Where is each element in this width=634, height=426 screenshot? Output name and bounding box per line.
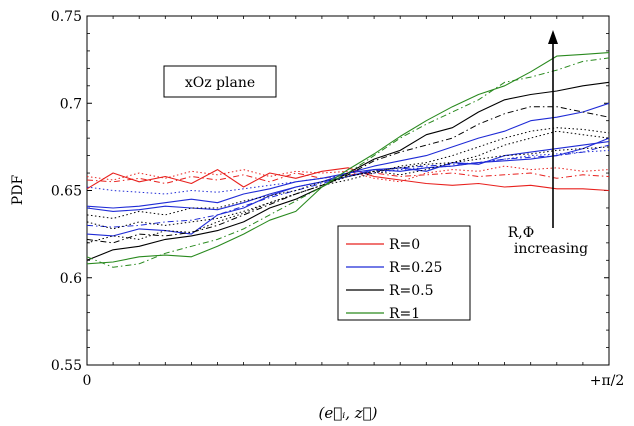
arrow-label-line1: R,Φ: [508, 225, 534, 241]
series-lines: [86, 52, 610, 268]
series-line-13: [86, 52, 610, 265]
y-tick-label: 0.6: [60, 271, 82, 287]
series-line-9: [86, 106, 610, 244]
x-axis-label: (e⃗ᵢ, z⃗): [318, 404, 377, 422]
y-axis-label: PDF: [10, 175, 26, 206]
y-tick-label: 0.55: [51, 358, 82, 374]
series-line-11: [86, 127, 610, 244]
legend-label: R=1: [389, 306, 420, 322]
series-line-6: [86, 144, 610, 228]
y-tick-label: 0.7: [60, 96, 82, 112]
series-line-0: [86, 167, 610, 192]
series-line-4: [86, 141, 610, 237]
legend-entries: R=0 R=0.25 R=0.5 R=1: [346, 237, 442, 322]
series-line-5: [86, 137, 610, 212]
series-line-8: [86, 81, 610, 261]
y-tick-label: 0.75: [51, 9, 82, 25]
series-line-12: [86, 146, 610, 219]
legend-label: R=0.25: [389, 260, 442, 276]
x-axis-ticks: 0 +π/2: [83, 16, 625, 389]
series-line-3: [86, 102, 610, 209]
series-line-10: [86, 130, 610, 230]
x-tick-label: +π/2: [590, 373, 625, 389]
series-line-14: [86, 57, 610, 268]
x-tick-label: 0: [83, 373, 92, 389]
plane-label-frame: [163, 65, 277, 98]
legend-frame: [337, 225, 471, 321]
arrow-label-line2: increasing: [514, 241, 588, 257]
legend-label: R=0.5: [389, 283, 434, 299]
y-tick-label: 0.65: [51, 184, 82, 200]
plane-label: xOz plane: [185, 75, 255, 91]
y-axis-ticks: 0.55 0.6 0.65 0.7 0.75: [51, 9, 609, 374]
increasing-arrow: R,Φ increasing: [508, 30, 588, 257]
legend: R=0 R=0.25 R=0.5 R=1: [337, 225, 471, 322]
series-line-2: [86, 165, 610, 183]
plane-label-box: xOz plane: [163, 65, 277, 98]
legend-label: R=0: [389, 237, 420, 253]
arrow-head-icon: [548, 30, 558, 44]
